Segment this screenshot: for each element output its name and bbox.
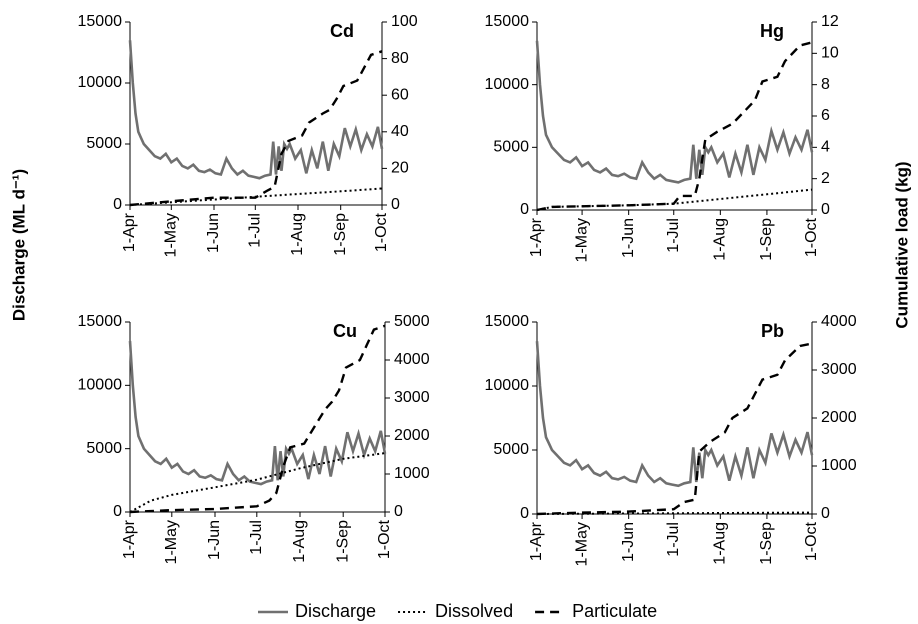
y2-tick-label: 3000 — [394, 389, 430, 406]
panel-title: Hg — [760, 21, 784, 41]
x-tick-label: 1-Apr — [528, 217, 545, 257]
y2-tick-label: 60 — [391, 86, 409, 103]
series-line — [129, 324, 386, 514]
x-tick-label: 1-Jun — [205, 213, 222, 253]
x-tick-label: 1-Oct — [803, 217, 820, 257]
series-line — [535, 341, 814, 488]
y-tick-label: 15000 — [78, 313, 123, 330]
x-tick-label: 1-Aug — [291, 520, 308, 563]
legend-label: Discharge — [295, 601, 376, 621]
panel-title: Cd — [330, 21, 354, 41]
y2-tick-label: 1000 — [821, 457, 857, 474]
panel-title: Cu — [333, 321, 357, 341]
y-tick-label: 5000 — [86, 440, 122, 457]
y2-tick-label: 4000 — [394, 351, 430, 368]
x-tick-label: 1-Jul — [665, 218, 682, 253]
series-line — [536, 342, 813, 516]
y2-tick-label: 4000 — [821, 313, 857, 330]
y-tick-label: 15000 — [78, 13, 123, 30]
y2-tick-label: 20 — [391, 160, 409, 177]
x-tick-label: 1-Jun — [206, 520, 223, 560]
series-line — [128, 40, 384, 180]
y2-tick-label: 0 — [821, 201, 830, 218]
y2-tick-label: 1000 — [394, 465, 430, 482]
y-tick-label: 5000 — [86, 135, 122, 152]
y-tick-label: 10000 — [78, 377, 123, 394]
y2-tick-label: 80 — [391, 50, 409, 67]
y-tick-label: 10000 — [485, 377, 530, 394]
y-tick-label: 15000 — [485, 13, 530, 30]
legend-label: Particulate — [572, 601, 657, 621]
x-tick-label: 1-Jul — [248, 520, 265, 555]
y-tick-label: 0 — [113, 503, 122, 520]
x-tick-label: 1-Oct — [373, 212, 390, 252]
y2-tick-label: 100 — [391, 13, 418, 30]
y-tick-label: 0 — [520, 201, 529, 218]
y2-tick-label: 4 — [821, 139, 830, 156]
y2-tick-label: 0 — [821, 505, 830, 522]
y-tick-label: 0 — [113, 196, 122, 213]
y2-tick-label: 40 — [391, 123, 409, 140]
panel-title: Pb — [761, 321, 784, 341]
x-tick-label: 1-Sep — [758, 522, 775, 565]
series-line — [129, 452, 386, 513]
x-tick-label: 1-Oct — [376, 519, 393, 559]
y-tick-label: 0 — [520, 505, 529, 522]
x-tick-label: 1-Oct — [803, 521, 820, 561]
x-tick-label: 1-Aug — [712, 522, 729, 565]
y2-tick-label: 3000 — [821, 361, 857, 378]
series-line — [128, 340, 387, 486]
x-tick-label: 1-May — [163, 213, 180, 257]
y-tick-label: 10000 — [485, 76, 530, 93]
y2-tick-label: 0 — [394, 503, 403, 520]
y2-tick-label: 0 — [391, 196, 400, 213]
y2-tick-label: 5000 — [394, 313, 430, 330]
series-line — [129, 50, 383, 207]
y2-tick-label: 8 — [821, 76, 830, 93]
y2-tick-label: 6 — [821, 107, 830, 124]
legend-label: Dissolved — [435, 601, 513, 621]
y-tick-label: 10000 — [78, 74, 123, 91]
y-axis-label: Discharge (ML d⁻¹) — [9, 169, 28, 321]
x-tick-label: 1-Jun — [620, 522, 637, 562]
x-tick-label: 1-May — [573, 218, 590, 262]
y2-axis-label: Cumulative load (kg) — [892, 161, 911, 328]
series-line — [535, 40, 814, 184]
series-line — [536, 188, 813, 211]
series-line — [536, 41, 813, 212]
y2-tick-label: 10 — [821, 45, 839, 62]
x-tick-label: 1-Sep — [758, 218, 775, 261]
y-tick-label: 5000 — [493, 139, 529, 156]
y2-tick-label: 2000 — [821, 409, 857, 426]
x-tick-label: 1-Aug — [289, 213, 306, 256]
x-tick-label: 1-Jun — [620, 218, 637, 258]
x-tick-label: 1-Jul — [247, 213, 264, 248]
x-tick-label: 1-Jul — [665, 522, 682, 557]
y2-tick-label: 12 — [821, 13, 839, 30]
x-tick-label: 1-Apr — [121, 212, 138, 252]
x-tick-label: 1-Apr — [528, 521, 545, 561]
x-tick-label: 1-Apr — [121, 519, 138, 559]
x-tick-label: 1-May — [163, 520, 180, 564]
x-tick-label: 1-Sep — [334, 520, 351, 563]
y-tick-label: 5000 — [493, 441, 529, 458]
x-tick-label: 1-Aug — [712, 218, 729, 261]
x-tick-label: 1-Sep — [332, 213, 349, 256]
y2-tick-label: 2000 — [394, 427, 430, 444]
y-tick-label: 15000 — [485, 313, 530, 330]
x-tick-label: 1-May — [573, 522, 590, 566]
y2-tick-label: 2 — [821, 170, 830, 187]
